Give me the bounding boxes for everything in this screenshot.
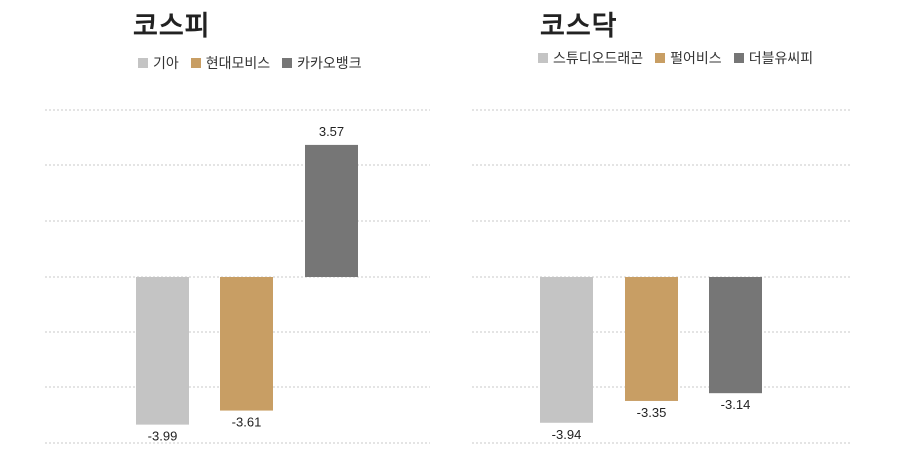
data-label: -3.14 bbox=[721, 397, 751, 412]
kospi-legend-item-kia: 기아 bbox=[138, 53, 179, 73]
legend-swatch-kia bbox=[138, 58, 148, 68]
kosdaq-legend-item-wcp: 더블유씨피 bbox=[733, 48, 814, 68]
bar-kospi-3 bbox=[305, 144, 358, 277]
legend-swatch-kakaobank bbox=[282, 58, 293, 68]
legend-label-pearl-abyss: 펄어비스 bbox=[670, 51, 722, 67]
kospi-legend: 기아 현대모비스 카카오뱅크 bbox=[138, 53, 374, 73]
kospi-title: 코스피 bbox=[133, 11, 211, 42]
kosdaq-legend-item-studio-dragon: 스튜디오드래곤 bbox=[538, 48, 643, 68]
kospi-legend-item-hyundai-mobis: 현대모비스 bbox=[190, 53, 271, 73]
legend-label-studio-dragon: 스튜디오드래곤 bbox=[553, 51, 644, 67]
data-label: 3.57 bbox=[319, 124, 344, 139]
kosdaq-legend: 스튜디오드래곤 펄어비스 더블유씨피 bbox=[538, 48, 825, 68]
kospi-legend-item-kakaobank: 카카오뱅크 bbox=[282, 53, 362, 73]
bar-kospi-2 bbox=[220, 277, 273, 411]
bar-kosdaq-1 bbox=[540, 277, 593, 423]
bar-kospi-1 bbox=[136, 277, 189, 425]
data-label: -3.61 bbox=[232, 415, 262, 430]
legend-label-wcp: 더블유씨피 bbox=[748, 51, 814, 67]
legend-swatch-pearl-abyss bbox=[655, 53, 666, 63]
legend-label-kakaobank: 카카오뱅크 bbox=[297, 56, 362, 72]
kosdaq-title: 코스닥 bbox=[540, 11, 618, 42]
data-label: -3.99 bbox=[148, 429, 178, 444]
legend-swatch-studio-dragon bbox=[538, 53, 548, 63]
legend-label-kia: 기아 bbox=[153, 56, 179, 72]
legend-swatch-hyundai-mobis bbox=[190, 58, 201, 68]
kospi-panel: 코스피 기아 현대모비스 카카오뱅크 bbox=[133, 11, 374, 73]
data-label: -3.35 bbox=[637, 405, 667, 420]
data-label: -3.94 bbox=[552, 427, 582, 442]
bar-kosdaq-3 bbox=[709, 277, 762, 394]
bar-kosdaq-2 bbox=[625, 277, 678, 401]
legend-label-hyundai-mobis: 현대모비스 bbox=[205, 56, 271, 72]
legend-swatch-wcp bbox=[733, 53, 744, 63]
kosdaq-panel: 코스닥 스튜디오드래곤 펄어비스 더블유씨피 bbox=[450, 0, 900, 450]
kosdaq-legend-item-pearl-abyss: 펄어비스 bbox=[655, 48, 722, 68]
